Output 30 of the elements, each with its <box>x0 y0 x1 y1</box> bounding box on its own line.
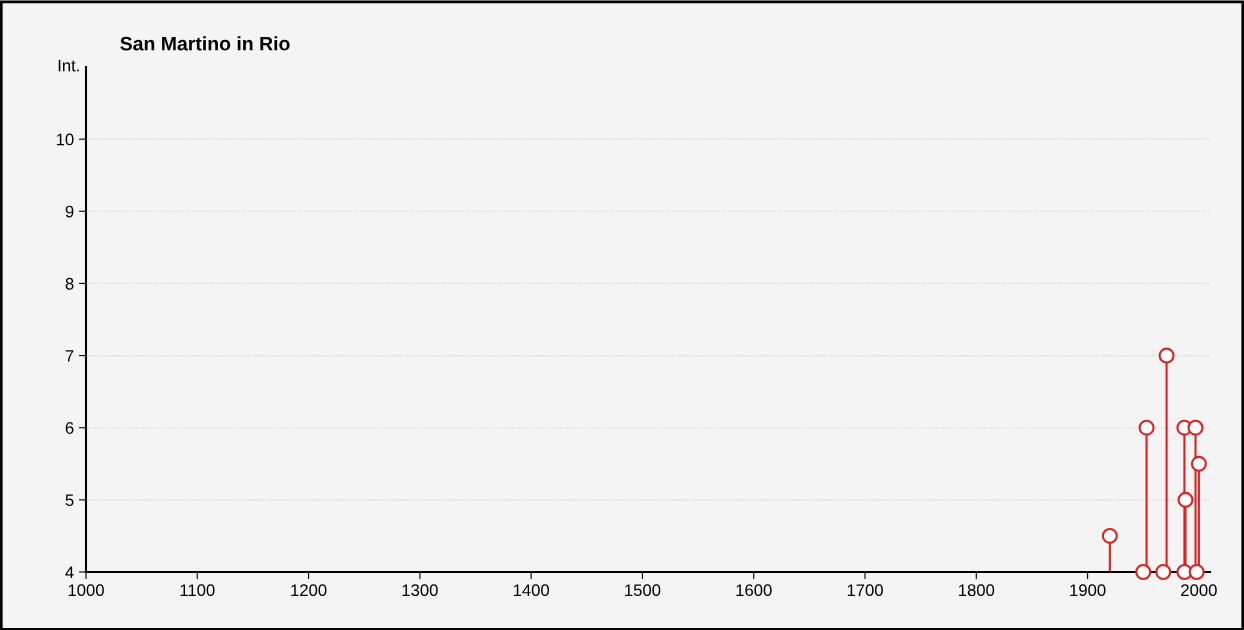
y-tick-label: 5 <box>65 494 74 507</box>
x-tick-label: 1400 <box>513 584 550 597</box>
point <box>1187 419 1204 436</box>
point <box>1155 564 1172 580</box>
y-tick-label: 6 <box>65 422 74 434</box>
x-tick-label: 2000 <box>1181 584 1217 597</box>
x-tick-label: 1100 <box>180 584 215 597</box>
point <box>1190 455 1207 472</box>
x-tick-label: 1000 <box>68 584 104 597</box>
y-tick-label: 10 <box>56 133 74 146</box>
point <box>1158 347 1175 364</box>
x-tick-label: 1600 <box>736 584 772 597</box>
point <box>1138 419 1155 436</box>
x-tick-label: 1800 <box>959 584 995 597</box>
point <box>1135 564 1152 580</box>
y-tick-label: 8 <box>65 277 74 290</box>
y-tick-label: 9 <box>65 205 74 218</box>
chart-title: San Martino in Rio <box>120 36 290 51</box>
x-tick-label: 1900 <box>1070 584 1106 597</box>
x-tick-label: 1300 <box>402 584 438 597</box>
point <box>1188 564 1205 580</box>
point <box>1176 564 1193 580</box>
y-tick-label: 7 <box>65 350 74 362</box>
x-tick-label: 1500 <box>625 584 661 597</box>
point <box>1101 527 1118 544</box>
x-tick-label: 1200 <box>291 584 327 597</box>
y-axis-title: Int. <box>58 59 79 72</box>
point <box>1177 491 1194 508</box>
x-tick-label: 1700 <box>847 584 883 597</box>
y-tick-label: 4 <box>65 566 74 579</box>
